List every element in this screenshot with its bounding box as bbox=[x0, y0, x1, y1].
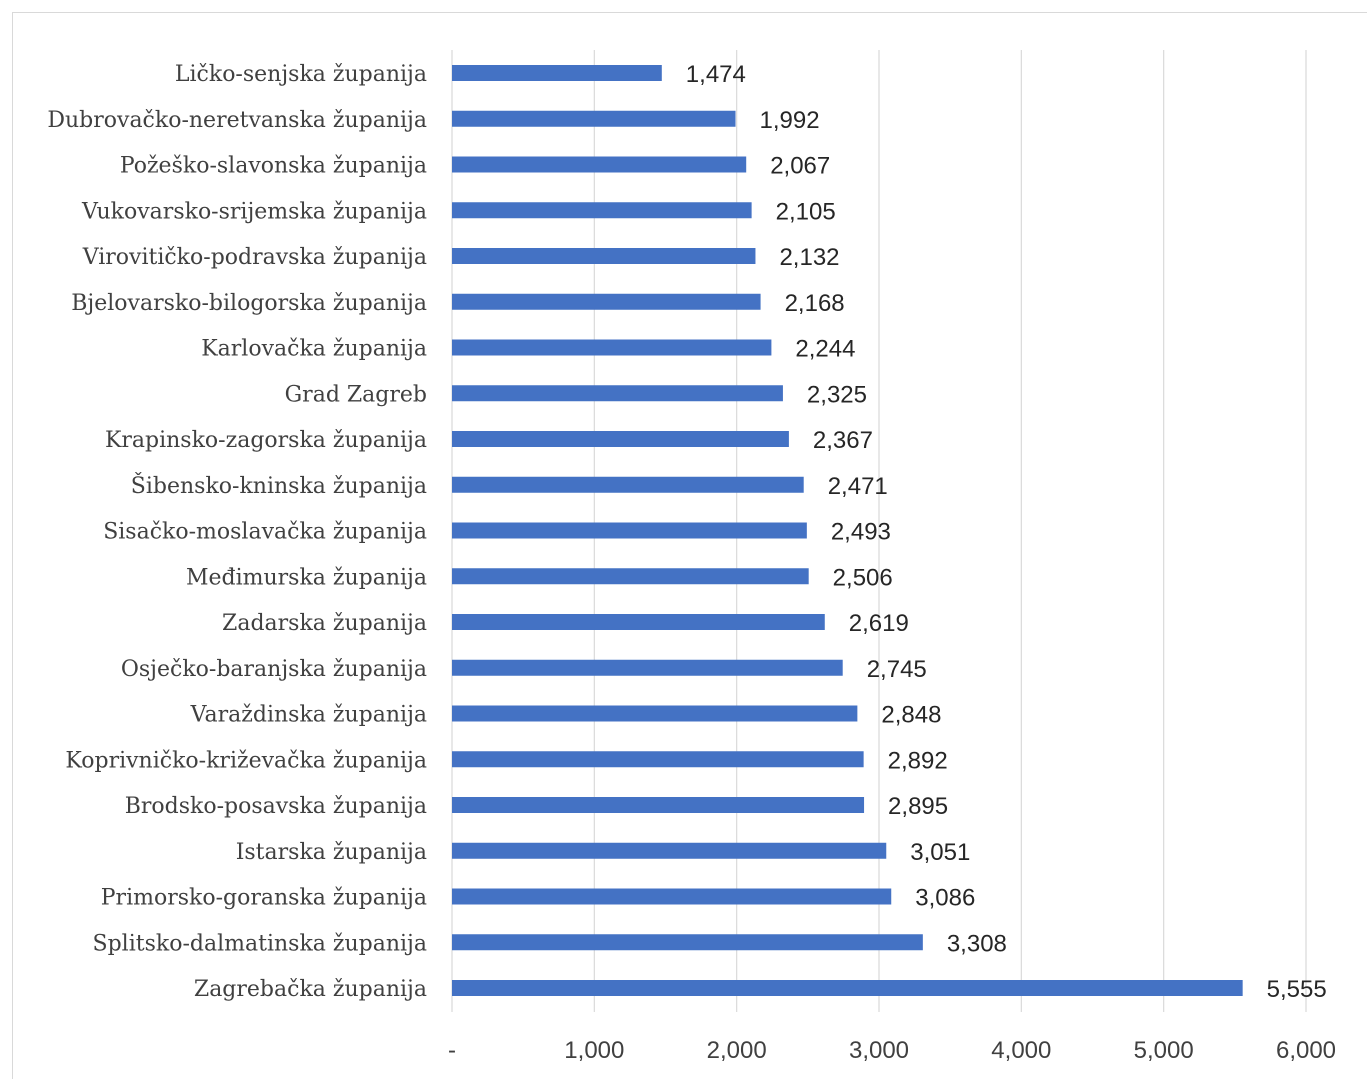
category-label: Istarska županija bbox=[236, 840, 427, 865]
x-tick-label: 6,000 bbox=[1276, 1037, 1336, 1064]
bar bbox=[452, 888, 892, 905]
data-label: 1,992 bbox=[760, 107, 820, 134]
bar bbox=[452, 797, 865, 813]
category-label: Splitsko-dalmatinska županija bbox=[93, 931, 427, 956]
bar bbox=[452, 751, 864, 768]
data-label: 2,168 bbox=[785, 290, 845, 317]
category-label: Sisačko-moslavačka županija bbox=[103, 520, 427, 545]
x-tick-label: 2,000 bbox=[707, 1037, 767, 1064]
category-label: Bjelovarsko-bilogorska županija bbox=[71, 291, 427, 316]
bar bbox=[452, 385, 783, 402]
bar bbox=[452, 980, 1243, 996]
data-label: 2,367 bbox=[813, 427, 873, 454]
data-label: 2,745 bbox=[867, 656, 927, 683]
category-label: Vukovarsko-srijemska županija bbox=[81, 199, 427, 224]
data-label: 2,892 bbox=[888, 747, 948, 774]
data-label: 1,474 bbox=[686, 61, 746, 88]
x-tick-label: 3,000 bbox=[849, 1037, 909, 1064]
bar bbox=[452, 293, 761, 310]
bar bbox=[452, 842, 887, 859]
data-label: 2,325 bbox=[807, 381, 867, 408]
data-label: 2,895 bbox=[888, 793, 948, 820]
category-label: Dubrovačko-neretvanska županija bbox=[47, 108, 427, 133]
category-label: Šibensko-kninska županija bbox=[131, 472, 427, 499]
category-label: Brodsko-posavska županija bbox=[125, 794, 427, 819]
bar bbox=[452, 934, 923, 951]
category-label: Ličko-senjska županija bbox=[175, 62, 427, 87]
category-label: Karlovačka županija bbox=[201, 337, 427, 362]
category-label: Međimurska županija bbox=[186, 565, 427, 590]
data-label: 3,051 bbox=[910, 839, 970, 866]
bar bbox=[452, 614, 825, 630]
category-label: Osječko-baranjska županija bbox=[121, 657, 427, 682]
category-label: Zagrebačka županija bbox=[194, 977, 427, 1002]
bar bbox=[452, 522, 807, 539]
bar bbox=[452, 110, 736, 127]
data-label: 3,308 bbox=[947, 930, 1007, 957]
x-tick-label: 4,000 bbox=[991, 1037, 1051, 1064]
category-label: Požeško-slavonska županija bbox=[120, 154, 427, 179]
bar bbox=[452, 476, 804, 493]
x-axis-ticks: - 1,000 2,000 3,000 4,000 5,000 6,000 bbox=[448, 1037, 1336, 1064]
x-tick-label: 1,000 bbox=[564, 1037, 624, 1064]
category-label: Varaždinska županija bbox=[190, 703, 427, 728]
category-label: Krapinsko-zagorska županija bbox=[105, 428, 427, 453]
data-label: 5,555 bbox=[1267, 976, 1327, 1003]
data-label: 2,493 bbox=[831, 519, 891, 546]
bars bbox=[452, 65, 1243, 996]
bar bbox=[452, 568, 809, 585]
bar bbox=[452, 156, 747, 173]
bar bbox=[452, 202, 752, 219]
data-label: 2,506 bbox=[833, 564, 893, 591]
x-tick-label: - bbox=[448, 1037, 456, 1064]
x-tick-label: 5,000 bbox=[1134, 1037, 1194, 1064]
data-label: 2,067 bbox=[770, 153, 830, 180]
bar bbox=[452, 339, 772, 356]
data-label: 2,244 bbox=[795, 336, 855, 363]
category-label: Virovitičko-podravska županija bbox=[82, 245, 427, 270]
bar bbox=[452, 705, 858, 722]
data-label: 2,105 bbox=[776, 198, 836, 225]
data-label: 2,132 bbox=[779, 244, 839, 271]
category-label: Grad Zagreb bbox=[285, 382, 427, 407]
category-label: Primorsko-goranska županija bbox=[101, 886, 427, 911]
category-label: Koprivničko-križevačka županija bbox=[65, 748, 427, 773]
data-label: 2,471 bbox=[828, 473, 888, 500]
data-labels: 1,474 1,992 2,067 2,105 2,132 2,168 2,244 2,325… bbox=[686, 61, 1327, 1003]
bar bbox=[452, 431, 789, 447]
bar bbox=[452, 659, 843, 676]
category-labels: Ličko-senjska županija Dubrovačko-neretva… bbox=[47, 62, 427, 1002]
category-label: Zadarska županija bbox=[222, 611, 427, 636]
data-label: 3,086 bbox=[915, 885, 975, 912]
bar bbox=[452, 248, 756, 264]
data-label: 2,848 bbox=[881, 702, 941, 729]
data-label: 2,619 bbox=[849, 610, 909, 637]
bar bbox=[452, 65, 662, 81]
